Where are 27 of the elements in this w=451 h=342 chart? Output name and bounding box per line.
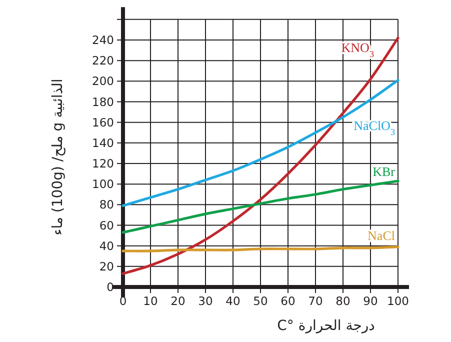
- series-label: KBr: [372, 164, 396, 179]
- y-tick-label: 120: [92, 156, 114, 170]
- y-tick-label: 220: [92, 54, 114, 68]
- y-axis-title: الذائبية g ملح/ (100g) ماء: [50, 78, 66, 236]
- y-tick-label: 160: [92, 115, 114, 130]
- y-tick-label: 140: [92, 136, 114, 150]
- y-tick-label: 0: [106, 280, 114, 294]
- x-tick-label: 0: [119, 294, 127, 308]
- y-tick-label: 20: [99, 259, 114, 274]
- x-tick-label: 60: [280, 294, 296, 308]
- x-tick-label: 70: [308, 294, 323, 308]
- y-tick-label: 100: [92, 177, 114, 192]
- x-tick-label: 90: [363, 294, 378, 308]
- x-tick-label: 100: [387, 294, 409, 308]
- x-tick-label: 40: [226, 294, 240, 308]
- y-tick-label: 200: [92, 74, 114, 88]
- y-tick-label: 60: [99, 218, 114, 232]
- y-tick-label: 80: [99, 198, 114, 212]
- x-tick-label: 30: [198, 294, 213, 308]
- x-axis-title: درجة الحرارة °C: [277, 318, 375, 334]
- x-tick-label: 50: [253, 294, 268, 308]
- x-tick-label: 10: [143, 294, 158, 308]
- y-tick-label: 180: [92, 94, 114, 109]
- y-tick-label: 40: [99, 238, 114, 253]
- x-tick-label: 80: [336, 294, 350, 308]
- x-tick-label: 20: [170, 294, 186, 308]
- y-tick-label: 240: [92, 33, 114, 47]
